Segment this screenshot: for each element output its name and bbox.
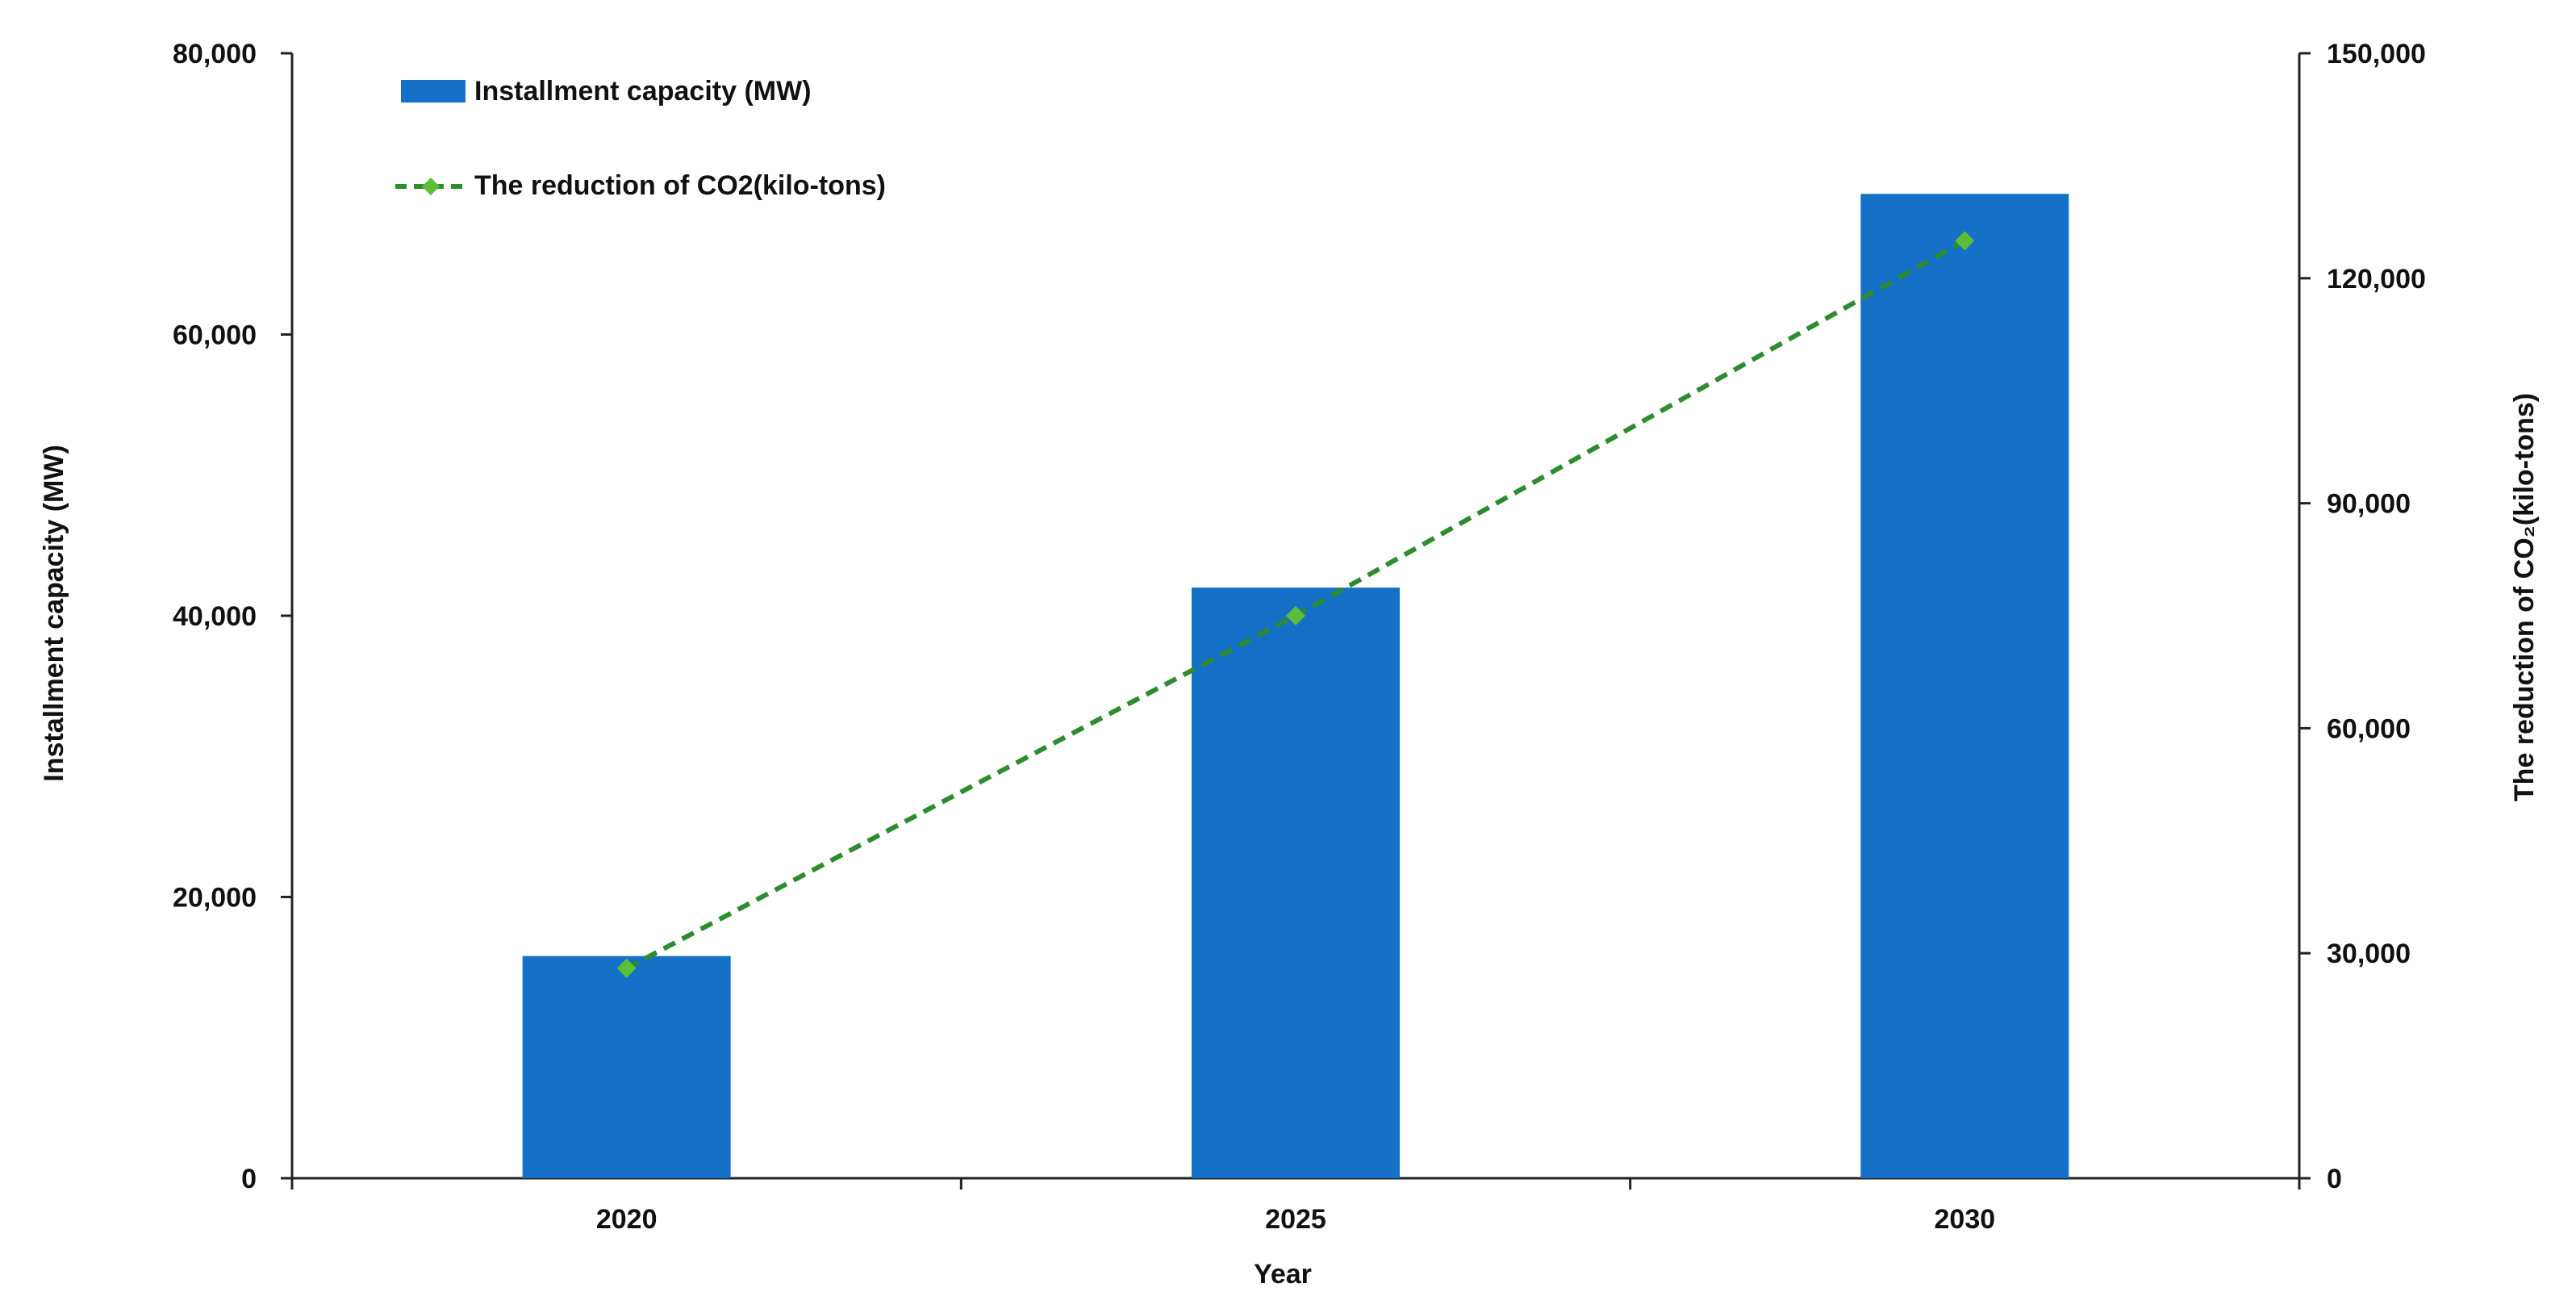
y-tick-label-right: 60,000 (2327, 713, 2411, 744)
y-tick-label-right: 120,000 (2327, 264, 2426, 295)
ticks: 0 20,000 40,000 60,000 80,000 0 30,000 60,000 90… (173, 39, 2426, 1235)
legend: Installment capacity (MW) The reduction … (395, 76, 886, 201)
bars (522, 194, 2069, 1178)
y-tick-label-right: 150,000 (2327, 39, 2426, 69)
x-axis-title: Year (1254, 1259, 1312, 1290)
capacity-bar (1192, 588, 1400, 1178)
y-tick-label-right: 0 (2327, 1164, 2342, 1194)
legend-label-capacity: Installment capacity (MW) (474, 76, 812, 107)
legend-swatch-marker (422, 178, 440, 195)
y-tick-label-right: 90,000 (2327, 489, 2411, 520)
co2-point (1955, 231, 1975, 251)
y-tick-label-left: 60,000 (173, 320, 257, 351)
legend-swatch-bar (401, 80, 466, 102)
capacity-bar (1860, 194, 2069, 1178)
y-tick-label-right: 30,000 (2327, 939, 2411, 969)
capacity-bar (522, 955, 731, 1178)
x-tick-label: 2020 (596, 1204, 658, 1235)
y-tick-label-left: 20,000 (173, 883, 257, 914)
co2-point (616, 958, 637, 978)
x-tick-label: 2030 (1935, 1204, 1996, 1235)
y-tick-label-left: 0 (241, 1164, 257, 1194)
x-tick-label: 2025 (1265, 1204, 1326, 1235)
y-tick-label-left: 40,000 (173, 601, 257, 632)
co2-point (1286, 606, 1305, 625)
y-tick-label-left: 80,000 (173, 39, 257, 69)
legend-label-co2: The reduction of CO2(kilo-tons) (474, 170, 886, 201)
co2-line-series (616, 231, 1975, 978)
y-axis-title-left: Installment capacity (MW) (39, 445, 69, 782)
y-axis-title-right: The reduction of CO₂(kilo-tons) (2509, 393, 2540, 801)
